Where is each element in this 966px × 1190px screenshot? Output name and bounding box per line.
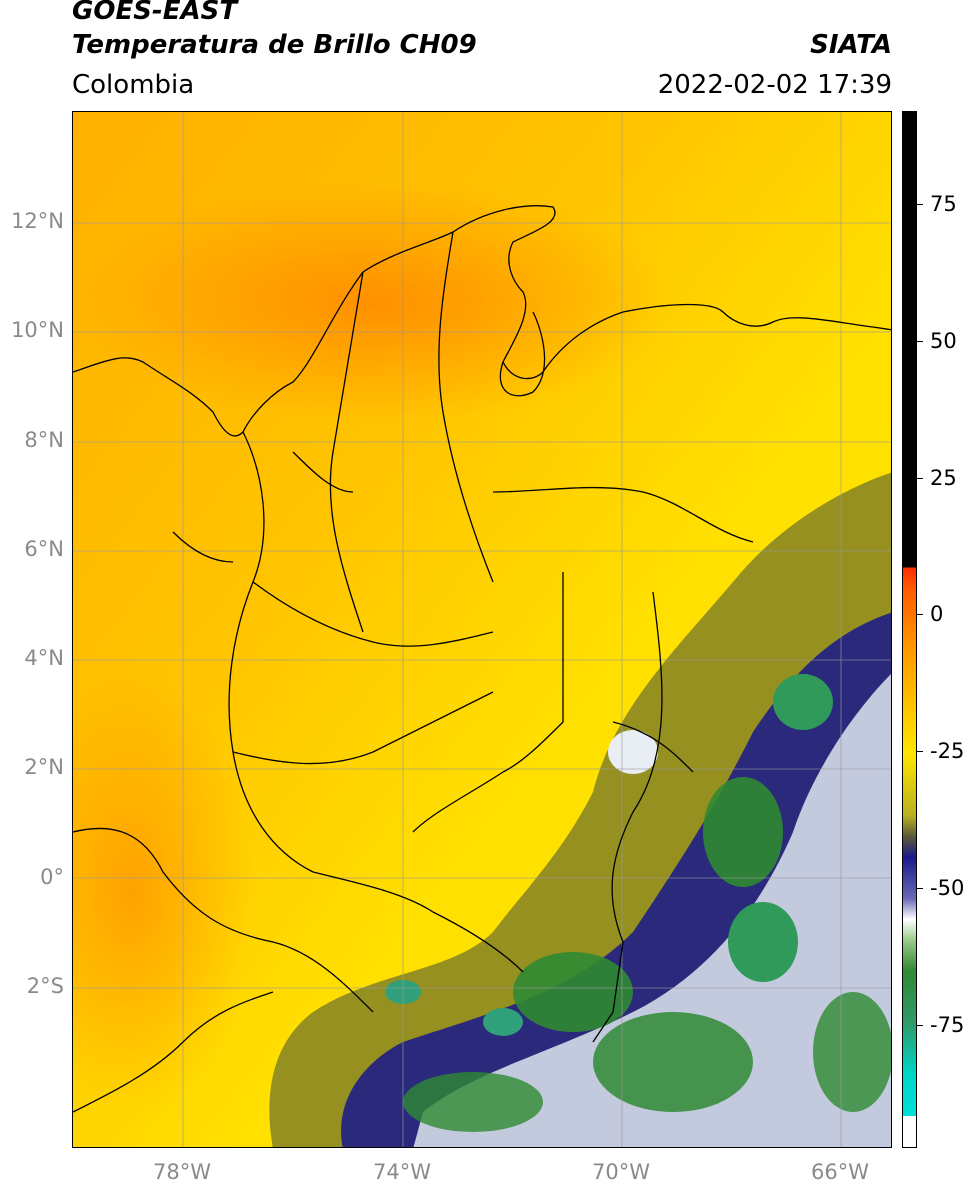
colorbar-label: 25 (930, 466, 957, 490)
title-line-1: GOES-EAST (72, 0, 238, 26)
colorbar-label: 75 (930, 192, 957, 216)
lon-label: 78°W (153, 1160, 211, 1184)
colorbar-label: -75 (930, 1013, 965, 1037)
brand-label: SIATA (810, 30, 892, 60)
lat-label: 4°N (24, 646, 64, 670)
title-line-2: Temperatura de Brillo CH09 (72, 30, 477, 60)
region-label: Colombia (72, 70, 195, 100)
colorbar-label: 50 (930, 329, 957, 353)
timestamp-label: 2022-02-02 17:39 (657, 70, 892, 100)
colorbar-label: -25 (930, 739, 965, 763)
colorbar (902, 111, 917, 1148)
satellite-map (72, 111, 892, 1148)
lat-label: 12°N (11, 209, 64, 233)
lat-label: 6°N (24, 537, 64, 561)
map-canvas (73, 112, 891, 1147)
lon-label: 70°W (592, 1160, 650, 1184)
lat-label: 8°N (24, 428, 64, 452)
colorbar-label: 0 (930, 602, 944, 626)
lon-label: 74°W (373, 1160, 431, 1184)
lon-label: 66°W (811, 1160, 869, 1184)
lat-label: 0° (40, 865, 64, 889)
lat-label: 2°S (26, 974, 64, 998)
lat-label: 10°N (11, 318, 64, 342)
colorbar-label: -50 (930, 876, 965, 900)
lat-label: 2°N (24, 755, 64, 779)
